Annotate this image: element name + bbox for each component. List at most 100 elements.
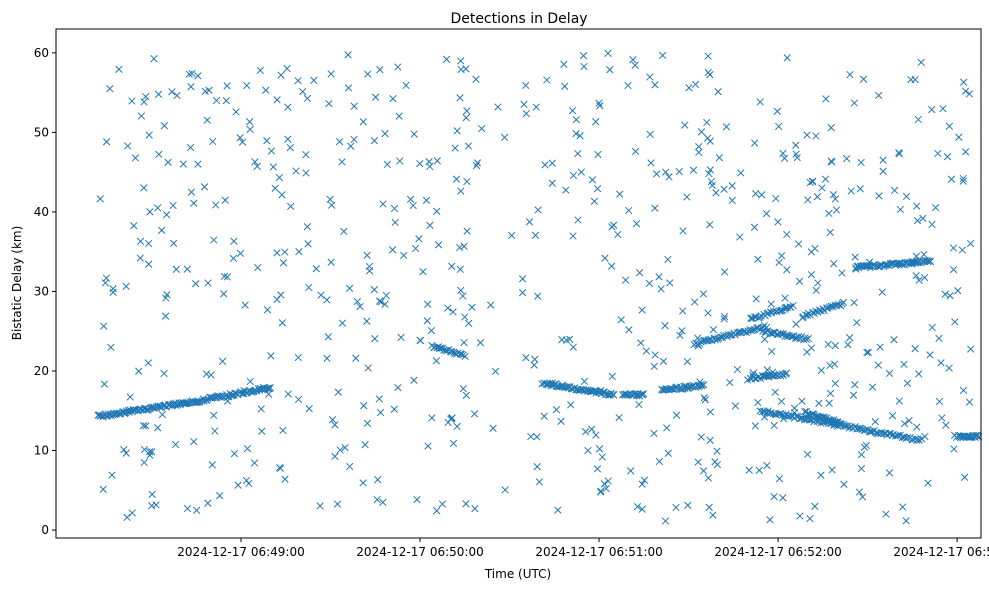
data-point xyxy=(885,369,894,378)
data-point xyxy=(267,147,276,155)
data-point xyxy=(284,390,292,398)
data-point xyxy=(777,397,786,406)
data-point xyxy=(327,70,335,78)
data-point xyxy=(100,380,109,388)
data-point xyxy=(691,80,700,89)
data-point xyxy=(824,340,832,349)
data-point xyxy=(148,490,156,498)
data-point xyxy=(463,177,471,186)
data-point xyxy=(160,369,168,378)
data-point xyxy=(616,190,624,198)
data-point xyxy=(850,298,858,307)
data-point xyxy=(807,270,816,279)
data-point xyxy=(363,251,371,259)
data-point xyxy=(949,244,958,252)
data-point xyxy=(770,493,778,501)
data-point xyxy=(843,154,851,163)
data-point xyxy=(826,389,835,398)
data-point xyxy=(804,196,812,204)
data-point xyxy=(572,115,580,124)
data-point xyxy=(638,505,646,513)
data-point xyxy=(865,258,874,266)
data-point xyxy=(472,161,481,170)
data-point xyxy=(148,502,156,510)
data-point xyxy=(601,254,609,262)
data-point xyxy=(305,405,313,413)
data-point xyxy=(389,95,397,103)
data-point xyxy=(364,70,372,78)
data-point xyxy=(875,91,883,100)
data-point xyxy=(107,343,115,352)
data-point xyxy=(286,143,294,152)
data-point xyxy=(780,154,789,162)
data-point xyxy=(433,507,441,515)
data-point xyxy=(903,379,912,387)
data-point xyxy=(433,157,441,165)
data-point xyxy=(639,390,648,398)
data-point xyxy=(751,189,760,198)
data-point xyxy=(202,370,211,378)
data-point xyxy=(548,179,556,187)
data-point xyxy=(183,504,192,513)
data-point xyxy=(826,361,834,370)
data-point xyxy=(250,459,259,467)
data-point xyxy=(774,218,782,226)
data-point xyxy=(863,348,871,357)
data-point xyxy=(942,421,950,429)
data-point xyxy=(577,168,585,176)
data-point xyxy=(346,462,354,471)
data-point xyxy=(763,366,771,374)
data-point xyxy=(394,383,402,392)
data-point xyxy=(736,233,744,241)
data-point xyxy=(590,197,599,205)
data-point xyxy=(631,61,639,69)
data-point xyxy=(838,269,846,277)
data-point xyxy=(663,424,671,432)
data-point xyxy=(568,107,577,115)
data-point xyxy=(925,257,933,265)
data-point xyxy=(803,450,812,459)
data-point xyxy=(720,312,729,321)
data-point xyxy=(779,149,787,158)
data-point xyxy=(635,269,644,277)
data-point xyxy=(489,424,497,432)
data-point xyxy=(303,223,312,231)
data-point xyxy=(459,384,467,393)
data-point xyxy=(761,335,769,344)
data-point xyxy=(638,306,646,314)
data-point xyxy=(209,394,217,402)
data-point xyxy=(955,133,963,141)
data-point xyxy=(325,99,333,108)
data-point xyxy=(966,239,975,248)
data-point xyxy=(754,255,762,263)
data-point xyxy=(144,359,152,367)
data-point xyxy=(926,351,934,359)
data-point xyxy=(201,87,209,96)
data-point xyxy=(409,201,417,210)
data-point xyxy=(462,114,470,122)
data-point xyxy=(379,498,387,506)
data-point xyxy=(706,408,715,416)
data-point xyxy=(935,334,943,343)
data-point xyxy=(890,186,899,195)
data-point xyxy=(789,301,797,310)
data-point xyxy=(546,379,554,388)
data-point xyxy=(954,287,962,295)
data-point xyxy=(758,191,766,199)
chart-title: Detections in Delay xyxy=(450,11,587,27)
data-point xyxy=(222,96,230,105)
data-point xyxy=(666,279,674,287)
data-point xyxy=(604,477,612,485)
data-point xyxy=(567,401,575,409)
data-point xyxy=(462,391,470,399)
data-point xyxy=(913,423,921,431)
data-point xyxy=(934,149,942,158)
data-point xyxy=(647,159,655,167)
data-point xyxy=(257,405,265,413)
data-point xyxy=(706,436,714,444)
data-point xyxy=(625,206,633,215)
data-point xyxy=(434,241,443,249)
data-point xyxy=(382,291,391,300)
data-point xyxy=(341,443,349,452)
data-point xyxy=(919,214,927,222)
